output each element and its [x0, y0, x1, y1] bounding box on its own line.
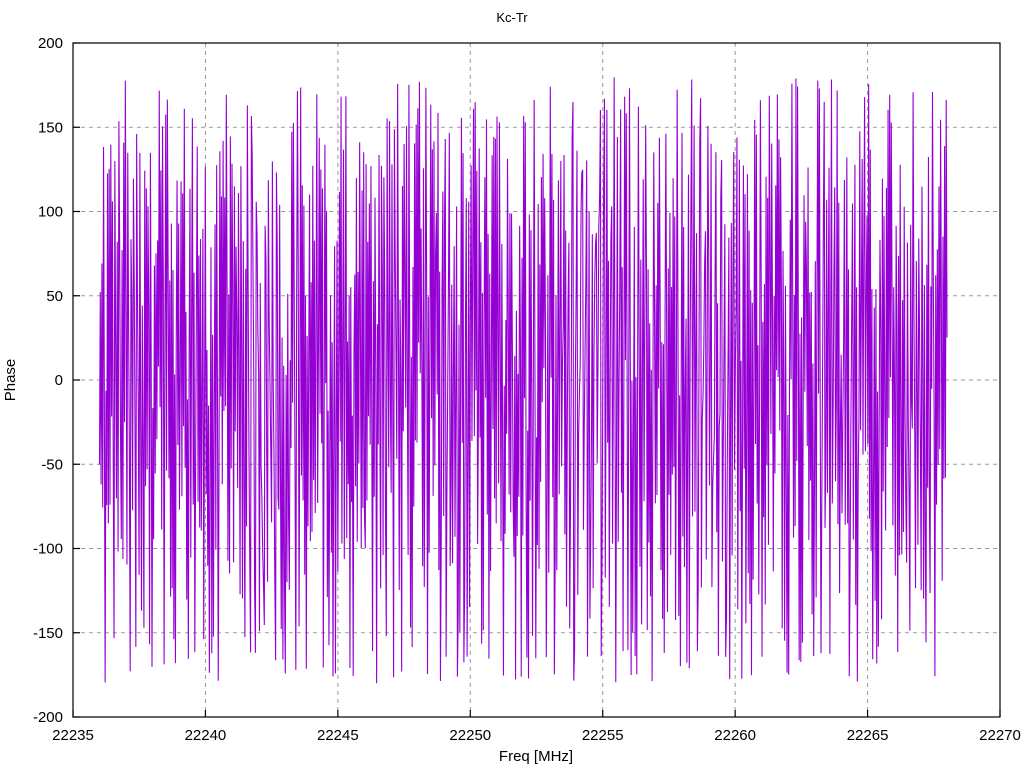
x-tick-label: 22235 — [52, 727, 94, 744]
y-tick-label: -150 — [33, 625, 63, 642]
x-tick-label: 22250 — [449, 727, 491, 744]
y-tick-label: 50 — [46, 288, 63, 305]
x-tick-label: 22260 — [714, 727, 756, 744]
y-tick-label: 100 — [38, 204, 63, 221]
chart-title: Kc-Tr — [496, 10, 528, 25]
y-tick-label: 150 — [38, 119, 63, 136]
plot-frame — [72, 42, 1001, 718]
x-tick-label: 22255 — [582, 727, 624, 744]
y-tick-label: -200 — [33, 709, 63, 726]
y-tick-label: 200 — [38, 35, 63, 52]
x-axis-label: Freq [MHz] — [499, 748, 573, 765]
y-tick-label: -100 — [33, 541, 63, 558]
x-tick-label: 22240 — [185, 727, 227, 744]
x-tick-label: 22245 — [317, 727, 359, 744]
x-tick-label: 22270 — [979, 727, 1021, 744]
x-axis-ticks: 22235 22240 22245 22250 22255 22260 22265 22270 — [52, 710, 1021, 744]
x-tick-label: 22265 — [847, 727, 889, 744]
y-axis-label: Phase — [2, 359, 19, 402]
y-axis-ticks: -200 -150 -100 -50 0 50 100 150 200 — [33, 35, 80, 726]
y-tick-label: 0 — [55, 372, 63, 389]
phase-data-trace — [98, 77, 948, 684]
y-tick-label: -50 — [41, 456, 63, 473]
